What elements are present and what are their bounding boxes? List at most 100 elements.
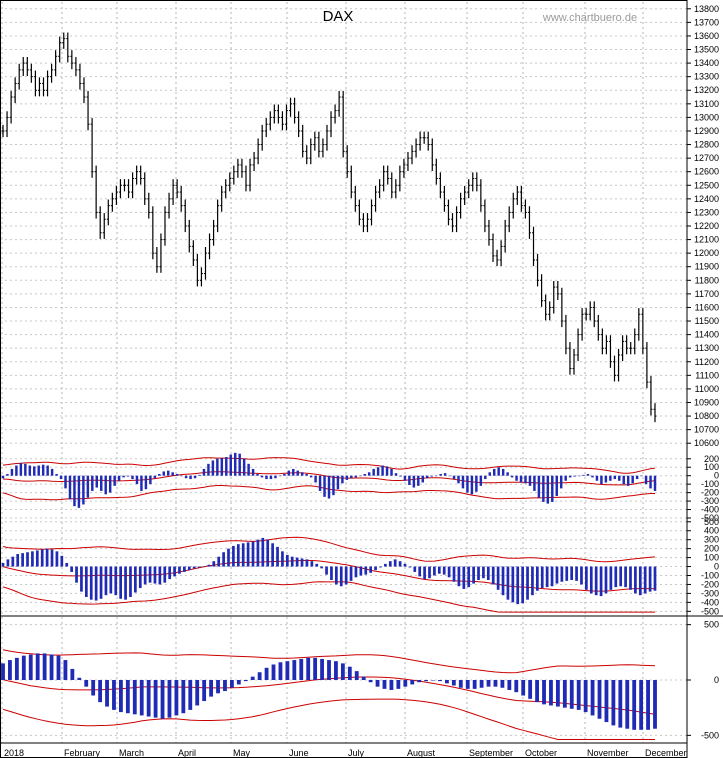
- indicator-bar: [535, 566, 539, 591]
- indicator-bar: [315, 563, 319, 567]
- indicator-bar: [195, 680, 200, 706]
- indicator-bar: [472, 566, 475, 584]
- y-tick-label: 13600: [694, 31, 719, 41]
- indicator-bar: [591, 475, 594, 478]
- indicator-bar: [448, 475, 451, 477]
- indicator-bar: [266, 539, 270, 567]
- y-tick-label: 0: [714, 675, 719, 685]
- indicator-bar: [132, 680, 137, 715]
- y-tick-label: 13300: [694, 72, 719, 82]
- indicator-bar: [6, 474, 9, 476]
- indicator-bar: [292, 468, 295, 476]
- indicator-bar: [160, 680, 165, 719]
- indicator-bar: [573, 475, 576, 477]
- indicator-bar: [511, 566, 515, 603]
- indicator-bar: [521, 680, 526, 696]
- indicator-bar: [86, 475, 90, 498]
- indicator-bar: [403, 563, 407, 567]
- indicator-bar: [458, 680, 463, 688]
- indicator-bar: [264, 667, 269, 680]
- indicator-bar: [98, 680, 103, 703]
- indicator-bar: [551, 475, 554, 502]
- indicator-bar: [583, 680, 588, 713]
- indicator-bar: [447, 566, 451, 578]
- indicator-bar: [479, 680, 484, 688]
- indicator-bar: [60, 555, 64, 567]
- indicator-bar: [306, 657, 311, 680]
- indicator-bar: [247, 463, 250, 476]
- indicator-bar: [256, 539, 260, 567]
- indicator-bar: [550, 566, 554, 587]
- indicator-bar: [646, 680, 650, 730]
- indicator-bar: [542, 475, 545, 502]
- indicator-bar: [336, 475, 340, 490]
- indicator-bar: [222, 552, 225, 567]
- indicator-bar: [125, 680, 130, 714]
- indicator-bar: [278, 662, 283, 680]
- indicator-bar: [202, 566, 206, 568]
- indicator-bar: [119, 680, 123, 713]
- indicator-bar: [350, 475, 353, 479]
- indicator-bar: [412, 475, 416, 488]
- indicator-bar: [576, 680, 581, 710]
- indicator-bar: [643, 566, 647, 594]
- indicator-bar: [475, 475, 478, 492]
- indicator-bar: [452, 566, 456, 582]
- indicator-bar: [359, 566, 363, 576]
- indicator-bar: [382, 680, 387, 689]
- indicator-bar: [528, 475, 532, 486]
- x-tick-label: March: [119, 748, 144, 758]
- y-tick-label: 300: [704, 535, 719, 545]
- indicator-bar: [653, 566, 657, 591]
- y-tick-label: 11400: [695, 330, 719, 340]
- indicator-bar: [399, 475, 402, 477]
- y-tick-label: 200: [704, 544, 719, 554]
- indicator-bar: [437, 566, 441, 574]
- indicator-bar: [457, 475, 460, 484]
- indicator-bar: [381, 465, 384, 476]
- indicator-bar: [180, 475, 183, 477]
- indicator-bar: [175, 474, 179, 476]
- indicator-bar: [232, 545, 235, 567]
- indicator-bar: [653, 680, 657, 729]
- indicator-bar: [562, 680, 567, 708]
- indicator-bar: [35, 550, 39, 567]
- indicator-bar: [271, 664, 276, 680]
- indicator-bar: [477, 566, 480, 580]
- indicator-bar: [384, 563, 387, 567]
- y-tick-label: 0: [714, 562, 719, 572]
- indicator-bar: [417, 475, 420, 486]
- indicator-bar: [484, 475, 487, 480]
- indicator-bar: [225, 457, 228, 476]
- indicator-bar: [369, 566, 373, 573]
- indicator-bar: [524, 475, 527, 484]
- indicator-bar: [104, 475, 107, 495]
- y-tick-label: -200: [701, 488, 719, 498]
- y-tick-label: 100: [704, 462, 719, 472]
- indicator-bar: [65, 562, 69, 567]
- indicator-bar: [568, 475, 572, 478]
- y-tick-label: 12500: [694, 180, 719, 190]
- indicator-bar: [379, 566, 382, 568]
- indicator-bar: [246, 542, 250, 567]
- y-tick-label: 12000: [694, 248, 719, 258]
- y-tick-label: 13500: [694, 45, 719, 55]
- indicator-bar: [439, 474, 442, 476]
- indicator-bar: [388, 561, 392, 567]
- indicator-bar: [461, 475, 465, 489]
- indicator-bar: [178, 566, 181, 574]
- indicator-bar: [21, 553, 24, 567]
- indicator-bar: [332, 475, 335, 496]
- indicator-bar: [153, 680, 158, 718]
- indicator-bar: [15, 465, 18, 476]
- indicator-bar: [580, 566, 583, 585]
- indicator-bar: [55, 474, 58, 476]
- y-tick-label: 11800: [695, 275, 719, 285]
- indicator-bar: [486, 680, 491, 687]
- indicator-bar: [426, 475, 429, 479]
- indicator-bar: [216, 458, 219, 476]
- indicator-bar: [265, 475, 268, 480]
- indicator-bar: [24, 463, 27, 476]
- indicator-bar: [368, 680, 373, 683]
